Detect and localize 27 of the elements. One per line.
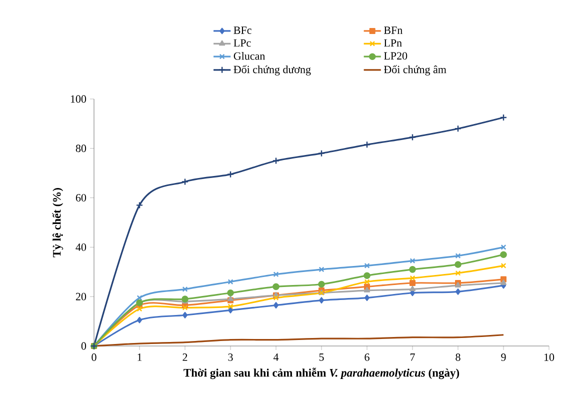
- x-tick-label: 8: [456, 354, 460, 361]
- x-tick-label: 6: [364, 354, 370, 361]
- x-tick-label: 5: [319, 354, 324, 361]
- x-tick-label: 0: [92, 354, 96, 361]
- legend-label: Đối chứng dương: [234, 65, 311, 76]
- legend-label: LP20: [384, 52, 408, 60]
- x-tick-label: 7: [410, 354, 415, 361]
- y-tick-label: 0: [81, 342, 86, 350]
- y-axis-title: Tỷ lệ chết (%): [52, 188, 64, 258]
- x-tick-label: 2: [182, 354, 188, 361]
- legend-label: BFc: [234, 26, 252, 34]
- x-tick-label: 10: [544, 354, 554, 361]
- x-tick-label: 3: [228, 354, 233, 361]
- x-tick-label: 4: [273, 354, 279, 361]
- legend-label: BFn: [384, 26, 402, 34]
- x-axis-title: Thời gian sau khi cảm nhiễm V. parahaemolyticus (ngày): [184, 368, 460, 380]
- legend-label: LPn: [384, 39, 402, 47]
- legend-label: LPc: [234, 39, 251, 47]
- y-tick-label: 100: [70, 95, 86, 103]
- x-tick-label: 9: [501, 354, 506, 361]
- y-tick-label: 20: [76, 292, 86, 300]
- y-tick-label: 60: [76, 194, 86, 202]
- x-tick-label: 1: [138, 354, 142, 361]
- y-tick-label: 80: [76, 144, 86, 152]
- y-tick-label: 40: [76, 243, 86, 251]
- legend-label: Glucan: [234, 52, 265, 60]
- legend-label: Đối chứng âm: [384, 65, 446, 76]
